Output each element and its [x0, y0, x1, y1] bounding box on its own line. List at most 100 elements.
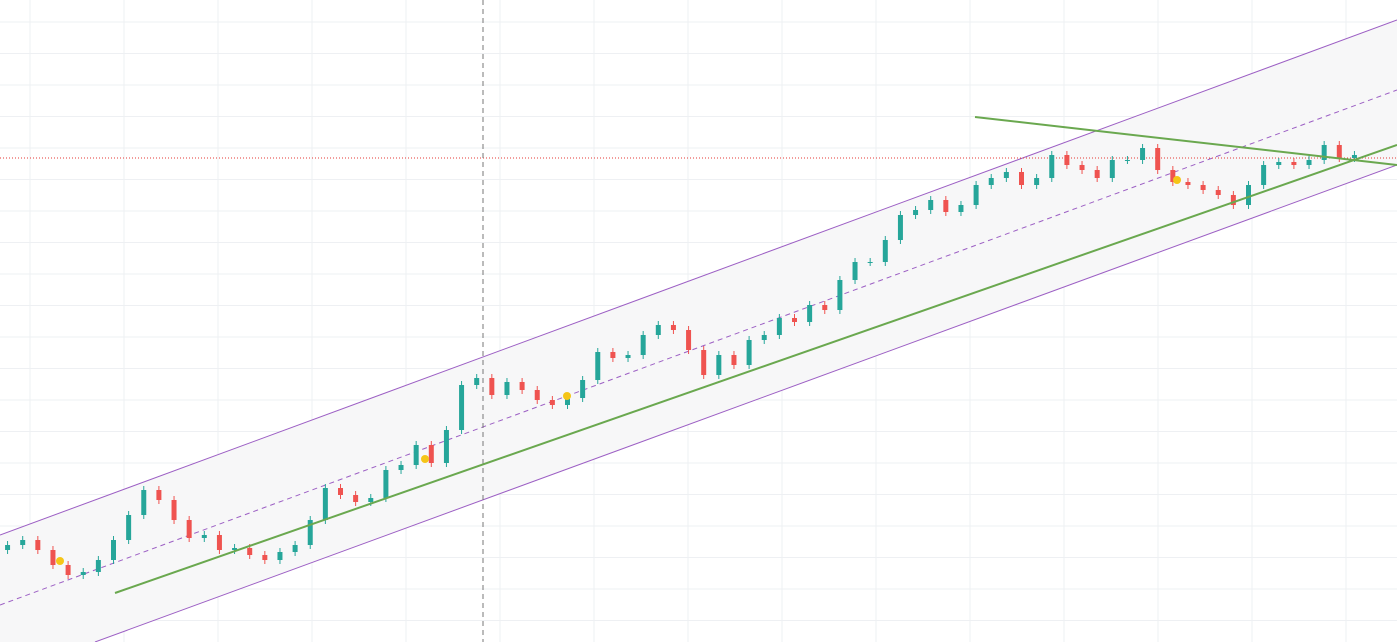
channel-fill: [0, 20, 1397, 642]
candle-body: [837, 280, 843, 310]
candle-body: [761, 335, 767, 340]
candle-body: [807, 305, 813, 322]
trend-line: [974, 116, 1397, 166]
candle-body: [353, 495, 359, 502]
candle-body: [50, 550, 56, 565]
candle-body: [701, 350, 707, 375]
candle-body: [1185, 182, 1191, 185]
candle-body: [489, 378, 495, 395]
candle-body: [1261, 165, 1267, 185]
candles: [5, 141, 1357, 579]
candle-body: [95, 560, 101, 572]
candle-body: [262, 555, 268, 560]
candle-body: [867, 262, 873, 263]
candle-body: [459, 385, 465, 430]
candle-body: [1003, 172, 1009, 178]
candle-body: [686, 330, 692, 350]
candle-body: [307, 520, 313, 545]
marker: [56, 557, 64, 565]
candle-body: [1321, 145, 1327, 160]
candle-body: [504, 382, 510, 395]
candle-body: [640, 335, 646, 355]
candle-body: [232, 548, 238, 550]
candle-body: [897, 215, 903, 240]
candle-body: [443, 430, 449, 463]
marker: [421, 455, 429, 463]
candle-body: [1351, 155, 1357, 158]
candle-body: [1155, 148, 1161, 170]
candle-body: [1109, 160, 1115, 178]
candle-body: [201, 535, 207, 538]
candle-body: [852, 262, 858, 280]
candle-body: [398, 465, 404, 470]
candle-body: [156, 490, 162, 500]
candle-body: [882, 240, 888, 262]
channel-lower: [94, 164, 1397, 642]
candle-body: [792, 318, 797, 322]
candle-body: [1019, 172, 1024, 185]
marker: [563, 392, 571, 400]
candle-body: [1049, 155, 1055, 178]
candle-body: [247, 548, 253, 555]
candle-body: [1230, 195, 1236, 205]
candle-body: [80, 572, 86, 575]
candle-body: [610, 352, 616, 358]
candle-body: [1336, 145, 1342, 158]
candle-body: [822, 305, 828, 310]
candle-body: [1276, 162, 1282, 165]
candle-body: [565, 398, 570, 405]
candle-body: [534, 390, 540, 400]
candle-body: [35, 540, 41, 550]
candle-body: [1215, 190, 1221, 195]
candle-body: [928, 200, 934, 210]
candle-body: [338, 488, 343, 495]
candle-body: [368, 498, 374, 502]
trend-line: [114, 144, 1397, 594]
channel-upper: [0, 19, 1397, 536]
candle-body: [549, 400, 555, 405]
candle-body: [746, 340, 752, 365]
candle-body: [1246, 185, 1251, 205]
candle-body: [474, 378, 480, 385]
candle-body: [731, 355, 737, 365]
candle-body: [580, 380, 586, 398]
candle-body: [519, 382, 525, 390]
candle-body: [126, 515, 132, 540]
candle-body: [1200, 185, 1206, 190]
candle-body: [186, 520, 192, 538]
candle-body: [171, 500, 177, 520]
candle-body: [913, 210, 919, 215]
candle-body: [1291, 162, 1297, 165]
marker: [1173, 176, 1181, 184]
candle-body: [1170, 170, 1176, 182]
candle-body: [111, 540, 116, 560]
candle-body: [1094, 170, 1100, 178]
candle-body: [625, 355, 631, 358]
candle-body: [5, 545, 11, 550]
candle-body: [670, 325, 676, 330]
candle-body: [1124, 160, 1130, 161]
candle-body: [595, 352, 601, 380]
candle-body: [988, 178, 994, 185]
candle-body: [428, 445, 434, 463]
candle-body: [716, 355, 722, 375]
candle-body: [655, 325, 661, 335]
candle-body: [1140, 148, 1146, 160]
candle-body: [1306, 160, 1312, 165]
candle-body: [216, 535, 222, 550]
candle-body: [776, 318, 782, 335]
candle-body: [141, 490, 147, 515]
candle-body: [1064, 155, 1070, 165]
candle-body: [1034, 178, 1040, 185]
candle-body: [973, 185, 979, 205]
candle-body: [383, 470, 389, 498]
candle-body: [322, 488, 328, 520]
candle-body: [958, 205, 964, 212]
candle-body: [20, 540, 26, 545]
candle-body: [413, 445, 419, 465]
candle-body: [1079, 165, 1085, 170]
candle-body: [943, 200, 949, 212]
candle-body: [277, 552, 283, 560]
candle-body: [292, 545, 298, 552]
